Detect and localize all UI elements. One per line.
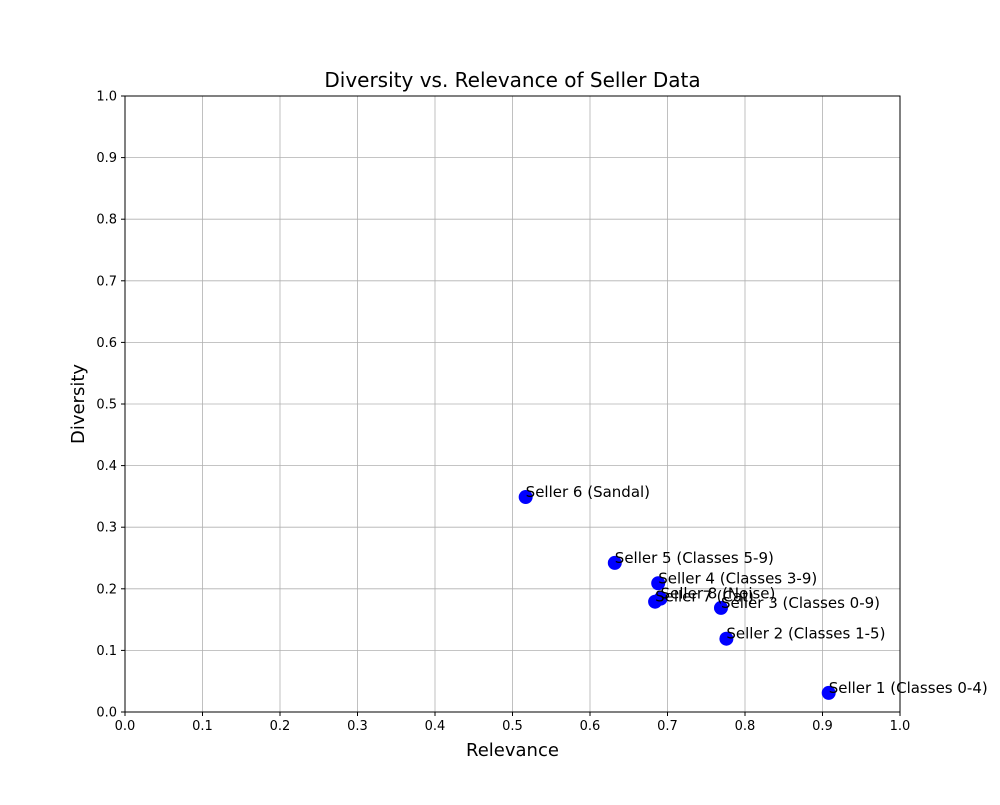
data-point-label: Seller 8 (Noise) — [661, 585, 776, 603]
point-layer — [518, 490, 836, 700]
x-axis-label: Relevance — [466, 740, 559, 761]
y-tick-label: 0.1 — [96, 644, 117, 659]
y-axis-label: Diversity — [68, 364, 89, 444]
data-point — [607, 555, 622, 570]
x-tick-label: 0.9 — [812, 719, 833, 734]
y-tick-label: 0.6 — [96, 336, 117, 351]
data-point — [821, 685, 836, 700]
y-tick-label: 1.0 — [96, 90, 117, 105]
x-tick-label: 0.1 — [192, 719, 213, 734]
data-point — [713, 600, 728, 615]
y-tick-label: 0.3 — [96, 521, 117, 536]
data-point-label: Seller 6 (Sandal) — [526, 483, 650, 501]
y-tick-label: 0.0 — [96, 706, 117, 721]
tick-layer: 0.0 0.1 0.2 0.3 0.4 0.5 0.6 0.7 0.8 0.9 1.0 0.0 0.1 0… — [96, 90, 910, 735]
data-point-label: Seller 3 (Classes 0-9) — [721, 594, 880, 612]
x-tick-label: 0.5 — [502, 719, 523, 734]
y-tick-label: 0.8 — [96, 213, 117, 228]
y-tick-label: 0.9 — [96, 151, 117, 166]
data-point — [651, 576, 666, 591]
x-tick-label: 0.8 — [735, 719, 756, 734]
x-tick-label: 0.4 — [425, 719, 446, 734]
point-label-layer: Seller 1 (Classes 0-4) Seller 2 (Classes … — [526, 483, 988, 697]
data-point-label: Seller 5 (Classes 5-9) — [615, 549, 774, 567]
data-point — [719, 631, 734, 646]
data-point-label: Seller 7 (Cat) — [655, 588, 754, 606]
plot-area-frame — [124, 95, 901, 713]
x-tick-label: 0.2 — [270, 719, 291, 734]
data-point — [653, 591, 668, 606]
data-point-label: Seller 1 (Classes 0-4) — [829, 679, 988, 697]
x-tick-label: 0.0 — [115, 719, 136, 734]
grid-layer — [124, 95, 901, 713]
chart-title: Diversity vs. Relevance of Seller Data — [324, 68, 700, 92]
y-tick-label: 0.7 — [96, 274, 117, 289]
data-point-label: Seller 4 (Classes 3-9) — [658, 569, 817, 587]
x-tick-label: 0.6 — [580, 719, 601, 734]
x-tick-label: 0.3 — [347, 719, 368, 734]
data-point — [518, 490, 533, 505]
y-tick-label: 0.2 — [96, 582, 117, 597]
y-tick-label: 0.5 — [96, 398, 117, 413]
y-tick-label: 0.4 — [96, 459, 117, 474]
x-tick-label: 1.0 — [890, 719, 911, 734]
x-tick-label: 0.7 — [657, 719, 678, 734]
data-point-label: Seller 2 (Classes 1-5) — [726, 625, 885, 643]
